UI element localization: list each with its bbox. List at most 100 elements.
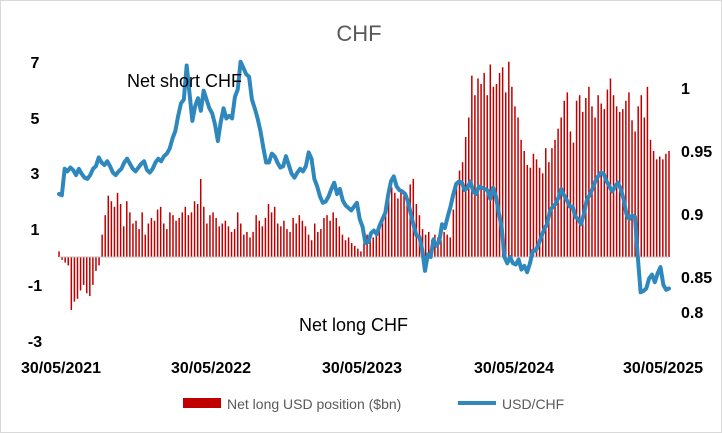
bar	[452, 209, 455, 257]
bar	[581, 111, 584, 257]
bar	[190, 212, 193, 257]
bar	[369, 240, 371, 257]
bar	[631, 120, 633, 257]
bar	[292, 217, 294, 257]
left-tick-label: 1	[31, 222, 40, 239]
bar	[276, 223, 279, 257]
bar	[449, 237, 452, 257]
bar	[116, 192, 119, 257]
bar	[119, 203, 122, 257]
bar	[464, 137, 467, 257]
bar	[156, 209, 159, 257]
bar	[591, 106, 593, 257]
bar	[221, 223, 224, 257]
x-tick-label: 30/05/2021	[21, 360, 101, 377]
bar	[240, 223, 242, 257]
bar	[529, 167, 532, 257]
bar	[153, 220, 156, 257]
bar	[517, 117, 519, 257]
bar	[652, 150, 655, 257]
bar	[110, 201, 113, 257]
bar	[64, 257, 66, 263]
annotation-net-short-chf: Net short CHF	[127, 71, 242, 91]
bar	[649, 139, 652, 257]
bar	[606, 89, 609, 257]
bar	[495, 84, 498, 258]
bar	[575, 100, 578, 257]
bar	[113, 206, 116, 257]
bar	[289, 231, 291, 257]
bar	[301, 220, 304, 257]
bar	[526, 164, 529, 257]
left-tick-label: 7	[31, 55, 40, 72]
bar	[215, 217, 217, 257]
bar	[73, 257, 76, 302]
legend: Net long USD position ($bn) USD/CHF	[183, 396, 564, 412]
x-tick-label: 30/05/2022	[171, 360, 251, 377]
x-tick-label: 30/05/2024	[474, 360, 554, 377]
bar	[178, 217, 180, 257]
bar	[252, 231, 254, 257]
bar	[375, 231, 378, 257]
bar	[246, 231, 248, 257]
bar	[474, 95, 476, 258]
bar	[104, 215, 106, 257]
bar	[273, 206, 276, 257]
left-tick-label: -3	[28, 334, 42, 351]
bar	[514, 106, 516, 257]
bar	[122, 226, 125, 257]
bar	[625, 100, 627, 257]
bar	[643, 117, 646, 257]
annotation-net-long-chf: Net long CHF	[299, 315, 408, 335]
bar	[394, 192, 396, 257]
bar	[89, 257, 91, 297]
bar	[498, 72, 501, 257]
right-tick-label: 0.9	[681, 207, 703, 224]
bar	[144, 234, 147, 257]
right-tick-label: 0.8	[681, 305, 703, 322]
bar	[199, 178, 202, 257]
right-axis: 0.8 0.85 0.9 0.95 1	[681, 81, 712, 322]
bar	[283, 220, 285, 257]
bar	[159, 206, 162, 257]
bar	[82, 257, 85, 285]
legend-label-line: USD/CHF	[502, 396, 564, 412]
bar	[483, 72, 485, 257]
bar	[172, 215, 174, 257]
bar	[477, 78, 479, 257]
bar	[341, 234, 344, 257]
bar	[504, 92, 507, 257]
bar	[141, 212, 143, 257]
bar	[304, 226, 307, 257]
bar	[95, 257, 97, 271]
bar	[409, 184, 411, 257]
bar	[508, 61, 510, 258]
bar	[249, 237, 251, 257]
bar	[400, 190, 402, 257]
bar	[209, 215, 211, 257]
bar	[406, 201, 408, 257]
bar	[532, 153, 535, 257]
x-tick-label: 30/05/2023	[322, 360, 402, 377]
bar	[138, 229, 140, 257]
bar	[101, 234, 103, 257]
bar	[551, 148, 553, 257]
bar	[545, 148, 547, 257]
bar	[347, 237, 350, 257]
bar	[520, 139, 522, 257]
bar	[243, 234, 245, 257]
bar	[196, 203, 199, 257]
bar	[255, 215, 257, 257]
bar	[443, 231, 445, 257]
right-tick-label: 0.95	[681, 144, 712, 161]
right-tick-label: 0.85	[681, 270, 712, 287]
bar	[230, 231, 233, 257]
line-series-usd-chf	[57, 59, 671, 295]
bar	[181, 212, 183, 257]
bar	[384, 212, 387, 257]
bar	[354, 245, 356, 257]
legend-swatch-bar	[183, 398, 221, 408]
bar	[461, 162, 464, 257]
bar	[332, 212, 334, 257]
